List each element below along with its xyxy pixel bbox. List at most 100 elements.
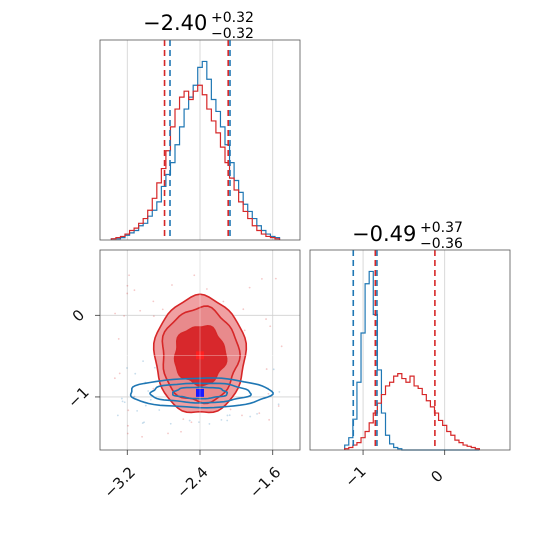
hist2-step-blue bbox=[344, 270, 480, 451]
contour-level-blue-0 bbox=[129, 377, 274, 409]
contour-scatter-point bbox=[205, 288, 208, 290]
contour-scatter-point bbox=[226, 419, 229, 422]
contour-scatter-point bbox=[126, 284, 129, 287]
contour-scatter-point bbox=[127, 409, 130, 412]
contour-scatter-point bbox=[133, 395, 136, 398]
contour-scatter-point bbox=[121, 400, 124, 403]
hist2-x-ticks: −1 0 bbox=[341, 450, 447, 491]
contour-scatter-point bbox=[120, 397, 123, 400]
hist2-series bbox=[344, 270, 480, 451]
hist2-title-minus: −0.36 bbox=[420, 236, 463, 252]
contour-scatter-point bbox=[126, 367, 128, 369]
hist2-title-plus: +0.37 bbox=[420, 220, 463, 236]
hist2-step-red bbox=[344, 373, 480, 450]
contour-scatter-point bbox=[229, 408, 232, 411]
contour-scatter-point bbox=[161, 308, 164, 311]
contour-y-ticks: 0 −1 bbox=[64, 306, 100, 412]
contour-series bbox=[129, 293, 274, 414]
contour-scatter-point bbox=[118, 372, 121, 375]
contour-scatter-point bbox=[152, 387, 155, 390]
contour-scatter-point bbox=[142, 360, 144, 363]
contour-scatter-point bbox=[220, 418, 223, 421]
contour-scatter-point bbox=[272, 368, 275, 371]
contour-scatter-point bbox=[128, 274, 130, 277]
contour-scatter-point bbox=[116, 414, 119, 417]
hist-panel-param1: −2.40 +0.32 −0.32 bbox=[99, 10, 301, 241]
contour-scatter-point bbox=[182, 418, 185, 421]
contour-x-ticks: −3.2 −2.4 −1.6 bbox=[100, 450, 284, 502]
contour-scatter-point bbox=[249, 415, 252, 418]
hist1-series bbox=[110, 60, 281, 240]
hist2-xtick-label-0: −1 bbox=[341, 462, 369, 490]
contour-scatter-point bbox=[167, 432, 169, 435]
hist1-title-value: −2.40 bbox=[143, 11, 207, 35]
contour-xtick-label-2: −1.6 bbox=[246, 463, 284, 501]
contour-scatter-point bbox=[258, 412, 261, 415]
contour-scatter-point bbox=[136, 409, 139, 412]
contour-scatter-point bbox=[141, 422, 144, 424]
hist1-gridlines bbox=[126, 40, 274, 240]
contour-scatter-point bbox=[123, 314, 126, 317]
contour-scatter-point bbox=[268, 418, 271, 421]
contour-scatter-point bbox=[143, 421, 145, 424]
contour-scatter-point bbox=[139, 309, 142, 312]
contour-scatter-point bbox=[278, 391, 281, 393]
hist1-quantile-lines bbox=[163, 40, 231, 240]
hist2-frame bbox=[309, 249, 511, 451]
contour-scatter-point bbox=[114, 312, 116, 315]
contour-scatter-point bbox=[158, 409, 161, 411]
contour-scatter-point bbox=[243, 329, 246, 332]
hist1-step-red bbox=[110, 84, 281, 240]
contour-scatter-point bbox=[277, 405, 280, 407]
contour-scatter-point bbox=[248, 286, 251, 289]
contour-scatter-point bbox=[256, 412, 258, 415]
contour-scatter-point bbox=[274, 277, 277, 280]
contour-scatter-point bbox=[208, 423, 211, 425]
contour-scatter-point bbox=[152, 315, 155, 318]
contour-xtick-label-1: −2.4 bbox=[173, 463, 211, 501]
contour-scatter-point bbox=[241, 414, 243, 417]
contour-ytick-label-1: −1 bbox=[64, 383, 92, 411]
contour-scatter-point bbox=[141, 435, 143, 438]
contour-scatter-point bbox=[169, 422, 172, 425]
contour-ytick-label-0: 0 bbox=[69, 306, 88, 325]
contour-scatter-point bbox=[123, 401, 126, 404]
contour-scatter-point bbox=[171, 284, 173, 286]
hist-panel-param2: −1 0 −0.49 +0.37 −0.36 bbox=[309, 220, 511, 491]
contour-scatter-point bbox=[265, 318, 267, 320]
hist1-title-minus: −0.32 bbox=[211, 26, 254, 42]
contour-scatter-point bbox=[269, 325, 272, 328]
contour-scatter-point bbox=[180, 430, 182, 433]
contour-scatter-point bbox=[147, 390, 150, 392]
contour-scatter-point bbox=[277, 403, 280, 406]
hist2-xtick-label-1: 0 bbox=[427, 467, 446, 486]
contour-scatter-point bbox=[280, 345, 283, 348]
contour-scatter-point bbox=[133, 289, 136, 292]
contour-scatter-point bbox=[126, 432, 129, 435]
contour-scatter-point bbox=[228, 414, 231, 417]
contour-scatter-point bbox=[190, 421, 193, 424]
contour-scatter-point bbox=[127, 424, 129, 427]
contour-scatter-point bbox=[152, 300, 155, 303]
contour-scatter-point bbox=[117, 338, 120, 340]
contour-scatter-point bbox=[113, 377, 116, 380]
contour-scatter-point bbox=[267, 392, 270, 395]
contour-scatter-point bbox=[265, 368, 268, 370]
hist2-gridlines bbox=[362, 250, 446, 450]
hist2-quantile-lines bbox=[352, 250, 436, 450]
contour-panel: −3.2 −2.4 −1.6 0 −1 bbox=[64, 249, 301, 502]
contour-scatter-point bbox=[134, 372, 137, 375]
contour-scatter-point bbox=[198, 421, 200, 424]
contour-crosshair bbox=[100, 250, 300, 450]
contour-scatter-point bbox=[153, 366, 156, 369]
contour-scatter-point bbox=[226, 414, 229, 417]
hist1-frame bbox=[99, 39, 301, 241]
hist1-title-plus: +0.32 bbox=[211, 10, 254, 26]
contour-scatter-point bbox=[261, 277, 263, 280]
contour-scatter-point bbox=[242, 308, 245, 311]
contour-level-blue-2 bbox=[172, 386, 229, 400]
contour-level-blue-1 bbox=[149, 382, 252, 404]
contour-scatter-point bbox=[149, 398, 152, 401]
contour-xtick-label-0: −3.2 bbox=[100, 463, 138, 501]
